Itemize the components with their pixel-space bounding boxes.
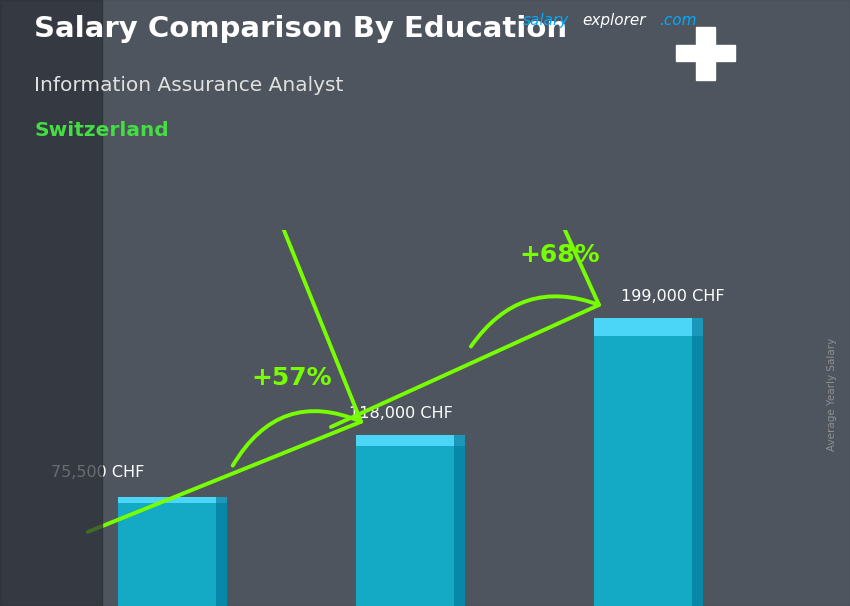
Bar [118, 497, 227, 606]
FancyArrowPatch shape [88, 148, 361, 532]
Text: Switzerland: Switzerland [34, 121, 169, 140]
Text: Salary Comparison By Education: Salary Comparison By Education [34, 15, 567, 43]
Text: salary: salary [523, 13, 569, 28]
Bar [594, 318, 703, 336]
Bar [356, 436, 466, 445]
Bar [118, 497, 227, 504]
Bar [693, 318, 703, 606]
Bar [677, 45, 734, 61]
Text: 118,000 CHF: 118,000 CHF [349, 406, 453, 421]
Text: 199,000 CHF: 199,000 CHF [620, 289, 724, 304]
Bar [455, 436, 465, 606]
Bar [217, 497, 227, 606]
Bar [356, 436, 466, 606]
Text: Information Assurance Analyst: Information Assurance Analyst [34, 76, 343, 95]
Text: +68%: +68% [519, 243, 600, 267]
Bar [696, 27, 715, 79]
Text: explorer: explorer [582, 13, 646, 28]
Text: 75,500 CHF: 75,500 CHF [51, 465, 144, 479]
Text: Average Yearly Salary: Average Yearly Salary [827, 338, 837, 450]
Text: +57%: +57% [252, 367, 332, 390]
Bar [594, 318, 703, 606]
Text: .com: .com [659, 13, 696, 28]
FancyArrowPatch shape [331, 37, 599, 427]
